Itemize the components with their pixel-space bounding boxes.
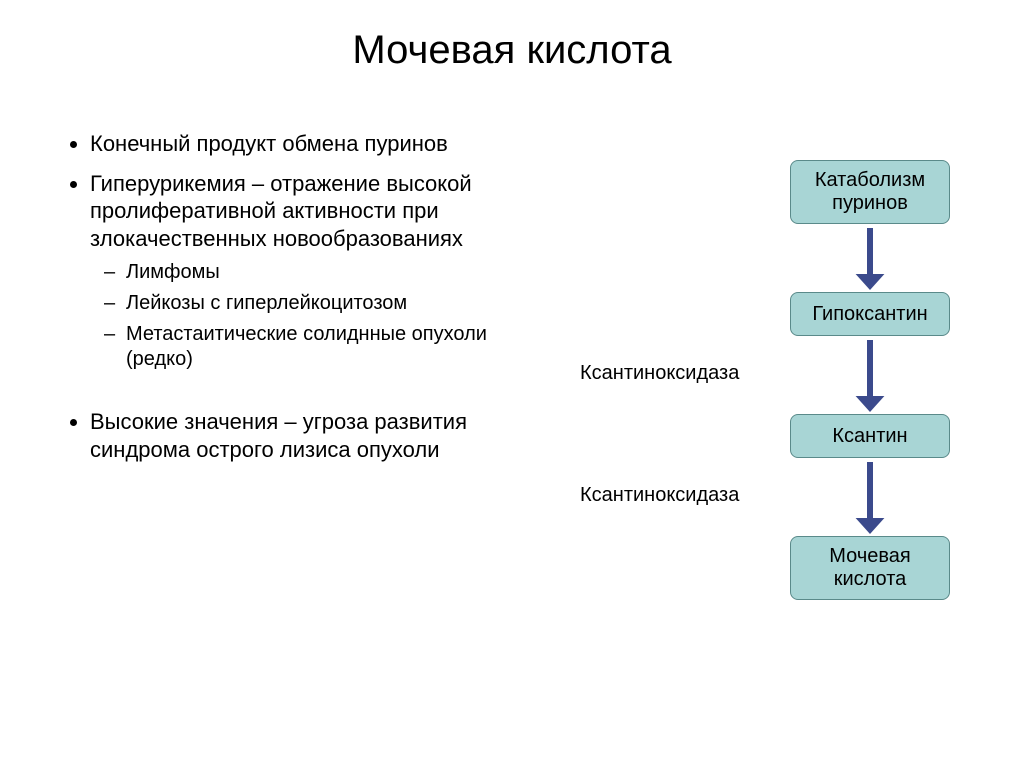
bullet-text: Конечный продукт обмена пуринов [90,131,448,156]
page-title: Мочевая кислота [0,28,1024,73]
flow-arrow-icon [850,460,890,534]
bullet-item: Высокие значения – угроза развития синдр… [90,408,520,463]
bullet-item: Конечный продукт обмена пуринов [90,130,520,158]
flow-node: Гипоксантин [790,292,950,336]
sub-bullet-item: Лимфомы [126,260,520,285]
bullet-text: Высокие значения – угроза развития синдр… [90,409,467,462]
sub-bullet-text: Метастаитические солиднные опухоли (редк… [126,323,487,370]
flow-edge-label: Ксантиноксидаза [580,362,739,385]
slide: Мочевая кислота Конечный продукт обмена … [0,0,1024,767]
flow-node: Катаболизм пуринов [790,160,950,224]
flow-node: Мочевая кислота [790,536,950,600]
bullet-block: Конечный продукт обмена пуринов Гиперури… [60,130,520,475]
sub-bullet-text: Лимфомы [126,261,220,283]
flow-edge-label: Ксантиноксидаза [580,484,739,507]
bullet-text: Гиперурикемия – отражение высокой пролиф… [90,171,472,251]
sub-bullet-item: Лейкозы с гиперлейкоцитозом [126,291,520,316]
flow-node: Ксантин [790,414,950,458]
bullet-item: Гиперурикемия – отражение высокой пролиф… [90,170,520,373]
sub-bullet-item: Метастаитические солиднные опухоли (редк… [126,322,520,372]
flow-arrow-icon [850,226,890,290]
sub-bullet-text: Лейкозы с гиперлейкоцитозом [126,292,407,314]
flow-arrow-icon [850,338,890,412]
